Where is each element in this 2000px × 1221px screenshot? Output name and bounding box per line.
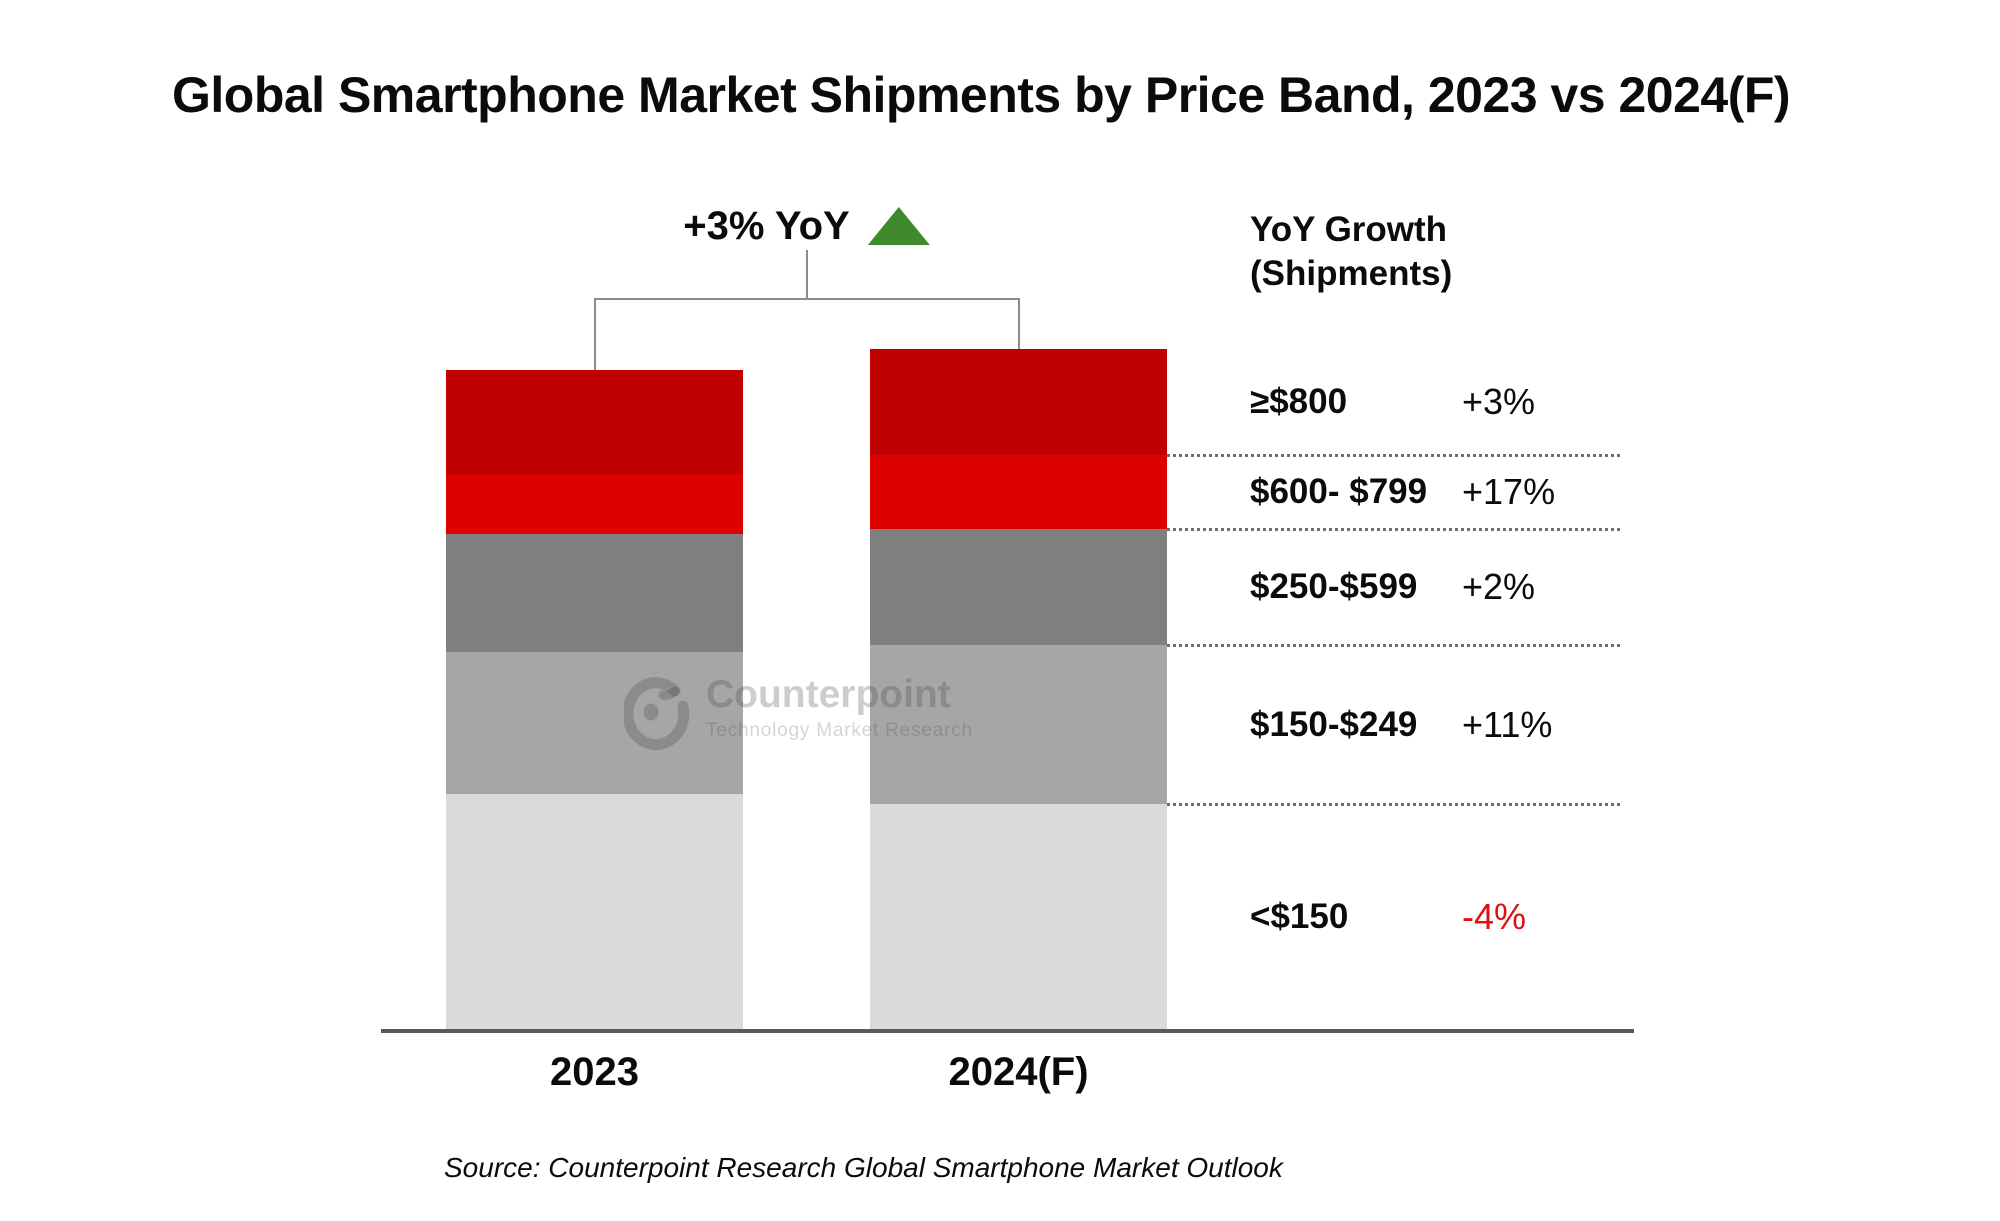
total-yoy-label: +3% YoY — [683, 203, 850, 248]
dotted-separator-line — [1167, 528, 1620, 531]
yoy-growth-value: +17% — [1462, 471, 1556, 512]
yoy-growth-value: +2% — [1462, 566, 1536, 607]
legend-header: YoY Growth (Shipments) — [1250, 208, 1452, 296]
legend-row: $250-$599 +2% — [1250, 566, 1690, 608]
bar-segment — [870, 349, 1167, 455]
legend-row: $600- $799 +17% — [1250, 471, 1690, 513]
page-title: Global Smartphone Market Shipments by Pr… — [172, 67, 1791, 123]
x-axis-label: 2023 — [550, 1050, 639, 1094]
price-band-label: $600- $799 — [1250, 472, 1428, 511]
price-band-label: <$150 — [1250, 897, 1349, 936]
price-band-label: $150-$249 — [1250, 704, 1418, 744]
legend-row: $150-$249 +11% — [1250, 704, 1690, 746]
source-note: Source: Counterpoint Research Global Sma… — [444, 1152, 1283, 1183]
bar-segment — [870, 529, 1167, 645]
bar-segment — [446, 652, 743, 794]
bar-segment — [446, 474, 743, 534]
bar-segment — [870, 804, 1167, 1030]
bar-segment — [870, 455, 1167, 529]
bracket-line — [593, 298, 1020, 300]
legend-header-line1: YoY Growth — [1250, 210, 1448, 249]
x-axis-line — [381, 1029, 1634, 1033]
legend-row: <$150 -4% — [1250, 896, 1690, 938]
growth-up-triangle-icon — [867, 207, 930, 245]
x-axis-label: 2024(F) — [948, 1050, 1089, 1094]
yoy-growth-value: -4% — [1462, 896, 1527, 937]
yoy-growth-value: +11% — [1462, 703, 1553, 745]
bar-segment — [870, 645, 1167, 804]
dotted-separator-line — [1167, 454, 1620, 457]
bracket-line — [1017, 298, 1020, 355]
bar-segment — [446, 370, 743, 474]
dotted-separator-line — [1167, 644, 1620, 647]
yoy-growth-value: +3% — [1462, 381, 1536, 422]
price-band-label: ≥$800 — [1250, 382, 1348, 421]
legend-header-line2: (Shipments) — [1250, 254, 1453, 293]
bar-segment — [446, 534, 743, 652]
price-band-label: $250-$599 — [1250, 567, 1418, 606]
total-yoy-annotation: +3% YoY — [683, 201, 930, 251]
dotted-separator-line — [1167, 803, 1620, 806]
legend-row: ≥$800 +3% — [1250, 381, 1690, 423]
bracket-line — [593, 298, 596, 378]
bracket-line — [805, 250, 808, 298]
bar-segment — [446, 794, 743, 1030]
